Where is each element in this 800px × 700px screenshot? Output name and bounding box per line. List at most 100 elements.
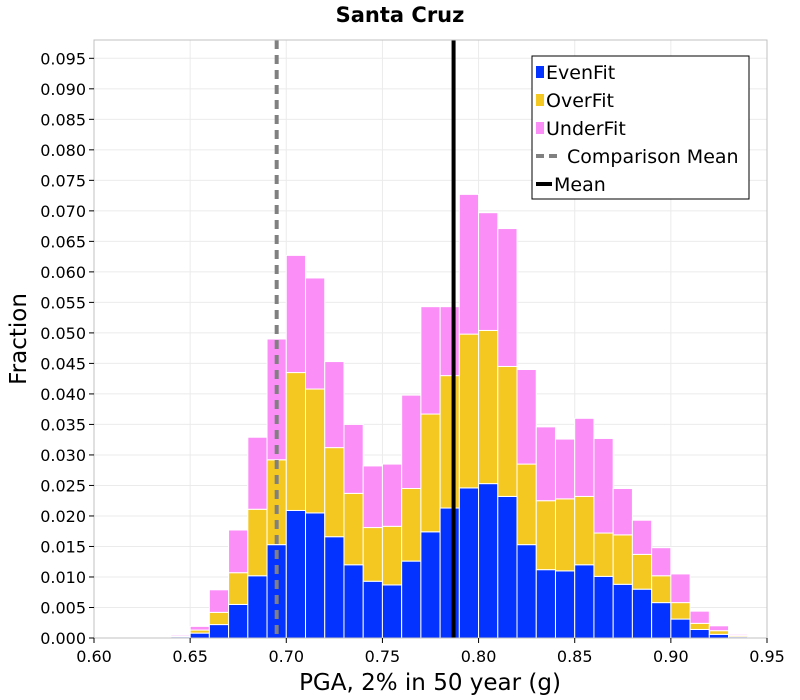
bar-evenfit — [651, 602, 672, 639]
bar-evenfit — [574, 564, 595, 639]
bar-overfit — [458, 333, 480, 489]
y-tick-label: 0.025 — [40, 476, 86, 495]
legend: EvenFit OverFit UnderFit Comparison Mean Mea… — [531, 55, 750, 200]
y-tick-label: 0.015 — [40, 537, 86, 556]
x-tick-label: 0.85 — [557, 647, 593, 666]
bar-underfit — [208, 589, 230, 613]
y-tick-label: 0.000 — [40, 629, 86, 648]
bar-underfit — [189, 625, 210, 631]
y-tick-label: 0.070 — [40, 202, 86, 221]
bar-overfit — [535, 500, 556, 571]
bar-underfit — [458, 193, 480, 335]
legend-label-evenfit: EvenFit — [546, 62, 615, 84]
bar-evenfit — [593, 575, 614, 639]
bar-underfit — [343, 423, 364, 494]
x-tick-label: 0.95 — [749, 647, 785, 666]
bar-underfit — [631, 519, 653, 555]
bar-evenfit — [208, 624, 230, 639]
y-tick-label: 0.080 — [40, 141, 86, 160]
bar-evenfit — [381, 584, 403, 639]
bar-underfit — [478, 212, 499, 331]
y-tick-label: 0.035 — [40, 415, 86, 434]
bar-evenfit — [247, 575, 268, 639]
y-tick-label: 0.060 — [40, 263, 86, 282]
legend-swatch-evenfit — [536, 66, 544, 78]
bar-overfit — [343, 492, 364, 566]
y-tick-label: 0.075 — [40, 171, 86, 190]
bar-underfit — [497, 228, 518, 367]
bar-underfit — [362, 465, 383, 529]
bar-underfit — [535, 426, 556, 502]
chart-title: Santa Cruz — [336, 3, 465, 27]
bars — [151, 193, 768, 639]
bar-underfit — [170, 634, 191, 637]
bar-evenfit — [401, 560, 422, 639]
x-axis-ticks: 0.60 0.65 0.70 0.75 0.80 0.85 0.90 0.95 — [76, 638, 785, 666]
bar-overfit — [208, 611, 230, 626]
y-tick-label: 0.055 — [40, 293, 86, 312]
x-tick-label: 0.70 — [268, 647, 304, 666]
bar-overfit — [401, 488, 422, 562]
bar-overfit — [381, 525, 403, 586]
legend-label-comparison-mean: Comparison Mean — [567, 146, 739, 168]
bar-evenfit — [497, 495, 518, 639]
bar-underfit — [381, 463, 403, 527]
legend-box — [531, 55, 750, 200]
y-tick-label: 0.090 — [40, 80, 86, 99]
bar-evenfit — [305, 512, 326, 639]
bar-underfit — [612, 488, 633, 536]
bar-underfit — [439, 306, 460, 377]
bar-evenfit — [516, 544, 537, 639]
plot-frame — [93, 39, 768, 639]
bar-evenfit — [631, 588, 653, 639]
bar-evenfit — [228, 603, 249, 639]
bar-underfit — [228, 529, 249, 574]
bar-overfit — [708, 630, 730, 635]
bar-overfit — [651, 575, 672, 604]
bar-underfit — [593, 437, 614, 534]
x-tick-label: 0.90 — [653, 647, 689, 666]
bar-underfit — [651, 547, 672, 577]
bar-underfit — [285, 254, 307, 374]
bar-overfit — [362, 527, 383, 582]
bar-underfit — [708, 625, 730, 632]
y-tick-label: 0.040 — [40, 385, 86, 404]
legend-swatch-underfit — [536, 122, 544, 134]
bar-underfit — [247, 436, 268, 510]
bar-overfit — [612, 534, 633, 585]
bar-overfit — [324, 447, 345, 538]
bar-overfit — [247, 508, 268, 577]
y-tick-label: 0.085 — [40, 110, 86, 129]
bar-evenfit — [612, 583, 633, 639]
bar-evenfit — [439, 507, 460, 639]
bar-evenfit — [343, 564, 364, 639]
x-tick-label: 0.60 — [76, 647, 112, 666]
y-tick-label: 0.020 — [40, 507, 86, 526]
bar-evenfit — [458, 487, 480, 639]
y-tick-label: 0.050 — [40, 324, 86, 343]
bar-overfit — [285, 372, 307, 511]
bar-underfit — [574, 417, 595, 497]
bar-underfit — [689, 610, 710, 624]
y-axis-ticks: 0.000 0.005 0.010 0.015 0.020 0.025 0.030 0.035… — [40, 49, 94, 648]
legend-label-mean: Mean — [554, 174, 606, 196]
reference-lines — [274, 40, 456, 638]
legend-label-underfit: UnderFit — [546, 118, 626, 140]
bar-evenfit — [670, 618, 691, 639]
bar-overfit — [631, 553, 653, 590]
bar-evenfit — [285, 509, 307, 639]
bar-underfit — [554, 438, 576, 500]
bar-overfit — [305, 388, 326, 514]
bar-underfit — [324, 361, 345, 449]
bar-underfit — [420, 306, 441, 415]
y-tick-label: 0.065 — [40, 232, 86, 251]
bar-evenfit — [362, 580, 383, 639]
y-tick-label: 0.005 — [40, 598, 86, 617]
x-tick-label: 0.75 — [365, 647, 401, 666]
bar-evenfit — [535, 569, 556, 639]
bar-evenfit — [324, 536, 345, 639]
x-tick-label: 0.80 — [461, 647, 497, 666]
bar-overfit — [593, 532, 614, 577]
bar-overfit — [497, 365, 518, 497]
